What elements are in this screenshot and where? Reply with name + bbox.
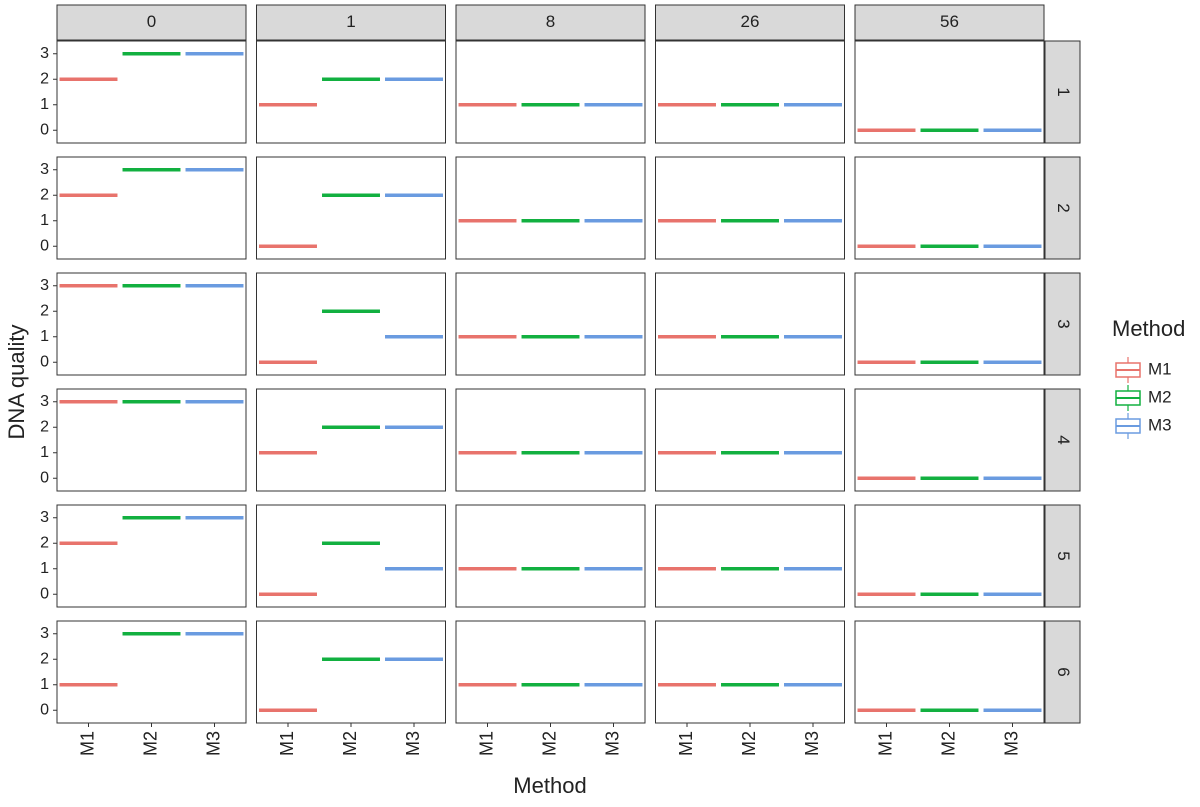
panel xyxy=(854,620,1045,724)
panel xyxy=(455,40,646,144)
x-axis-title: Method xyxy=(513,773,586,798)
panel xyxy=(56,272,247,376)
panel xyxy=(256,620,446,724)
y-tick-label: 1 xyxy=(40,96,49,113)
y-tick-label: 0 xyxy=(40,469,49,486)
x-tick-label: M2 xyxy=(340,731,360,756)
legend-label: M3 xyxy=(1148,415,1172,434)
y-tick-label: 1 xyxy=(40,560,49,577)
panel xyxy=(256,40,446,144)
y-tick-label: 3 xyxy=(40,277,49,294)
facet-strip xyxy=(1044,156,1081,260)
panel xyxy=(455,504,646,608)
x-tick-label: M3 xyxy=(802,731,822,756)
legend-title: Method xyxy=(1112,316,1185,341)
facet-label: 3 xyxy=(1054,319,1073,328)
panel xyxy=(256,156,446,260)
panel xyxy=(256,504,446,608)
y-tick-label: 3 xyxy=(40,45,49,62)
y-tick-label: 0 xyxy=(40,701,49,718)
y-tick-label: 0 xyxy=(40,585,49,602)
y-tick-label: 3 xyxy=(40,509,49,526)
facet-strip xyxy=(56,4,247,41)
y-tick-label: 2 xyxy=(40,650,49,667)
panel xyxy=(854,388,1045,492)
panel xyxy=(854,272,1045,376)
facet-strip xyxy=(1044,620,1081,724)
facet-strip xyxy=(1044,272,1081,376)
y-tick-label: 3 xyxy=(40,625,49,642)
facet-label: 2 xyxy=(1054,203,1073,212)
y-tick-label: 2 xyxy=(40,70,49,87)
legend-label: M1 xyxy=(1148,359,1172,378)
x-tick-label: M2 xyxy=(539,731,559,756)
x-tick-label: M3 xyxy=(1001,731,1021,756)
facet-strip xyxy=(455,4,646,41)
y-tick-label: 3 xyxy=(40,161,49,178)
panel xyxy=(655,620,845,724)
panel xyxy=(56,388,247,492)
panel xyxy=(854,40,1045,144)
y-tick-label: 1 xyxy=(40,212,49,229)
x-tick-label: M2 xyxy=(739,731,759,756)
x-tick-label: M3 xyxy=(602,731,622,756)
panel xyxy=(455,272,646,376)
y-tick-label: 1 xyxy=(40,676,49,693)
y-tick-label: 2 xyxy=(40,302,49,319)
y-tick-label: 1 xyxy=(40,444,49,461)
y-tick-label: 3 xyxy=(40,393,49,410)
panel xyxy=(655,504,845,608)
facet-label: 26 xyxy=(741,12,760,31)
facet-strip xyxy=(655,4,845,41)
panel xyxy=(655,272,845,376)
y-tick-label: 0 xyxy=(40,237,49,254)
panel xyxy=(56,40,247,144)
y-tick-label: 2 xyxy=(40,418,49,435)
facet-label: 8 xyxy=(546,12,555,31)
x-tick-label: M2 xyxy=(938,731,958,756)
facet-label: 6 xyxy=(1054,667,1073,676)
panel xyxy=(56,504,247,608)
y-tick-label: 0 xyxy=(40,353,49,370)
facet-label: 4 xyxy=(1054,435,1073,444)
panel xyxy=(56,156,247,260)
panel xyxy=(854,156,1045,260)
panel xyxy=(655,40,845,144)
x-tick-label: M1 xyxy=(476,731,496,756)
facet-strip xyxy=(1044,504,1081,608)
x-tick-label: M1 xyxy=(277,731,297,756)
panel xyxy=(56,620,247,724)
panel xyxy=(455,620,646,724)
y-tick-label: 1 xyxy=(40,328,49,345)
facet-strip xyxy=(854,4,1045,41)
y-tick-label: 2 xyxy=(40,186,49,203)
y-tick-label: 2 xyxy=(40,534,49,551)
facet-strip xyxy=(256,4,446,41)
facet-label: 0 xyxy=(147,12,156,31)
panel xyxy=(655,156,845,260)
panel xyxy=(256,388,446,492)
x-tick-label: M3 xyxy=(403,731,423,756)
x-tick-label: M1 xyxy=(77,731,97,756)
panel xyxy=(655,388,845,492)
y-axis-title: DNA quality xyxy=(4,325,29,440)
panel xyxy=(455,388,646,492)
facet-label: 56 xyxy=(940,12,959,31)
facet-strip xyxy=(1044,40,1081,144)
panel xyxy=(256,272,446,376)
facet-label: 1 xyxy=(346,12,355,31)
x-tick-label: M1 xyxy=(875,731,895,756)
x-tick-label: M1 xyxy=(676,731,696,756)
x-tick-label: M2 xyxy=(140,731,160,756)
y-tick-label: 0 xyxy=(40,121,49,138)
panel xyxy=(455,156,646,260)
facet-label: 1 xyxy=(1054,87,1073,96)
x-tick-label: M3 xyxy=(203,731,223,756)
facet-label: 5 xyxy=(1054,551,1073,560)
legend-label: M2 xyxy=(1148,387,1172,406)
facet-strip xyxy=(1044,388,1081,492)
panel xyxy=(854,504,1045,608)
